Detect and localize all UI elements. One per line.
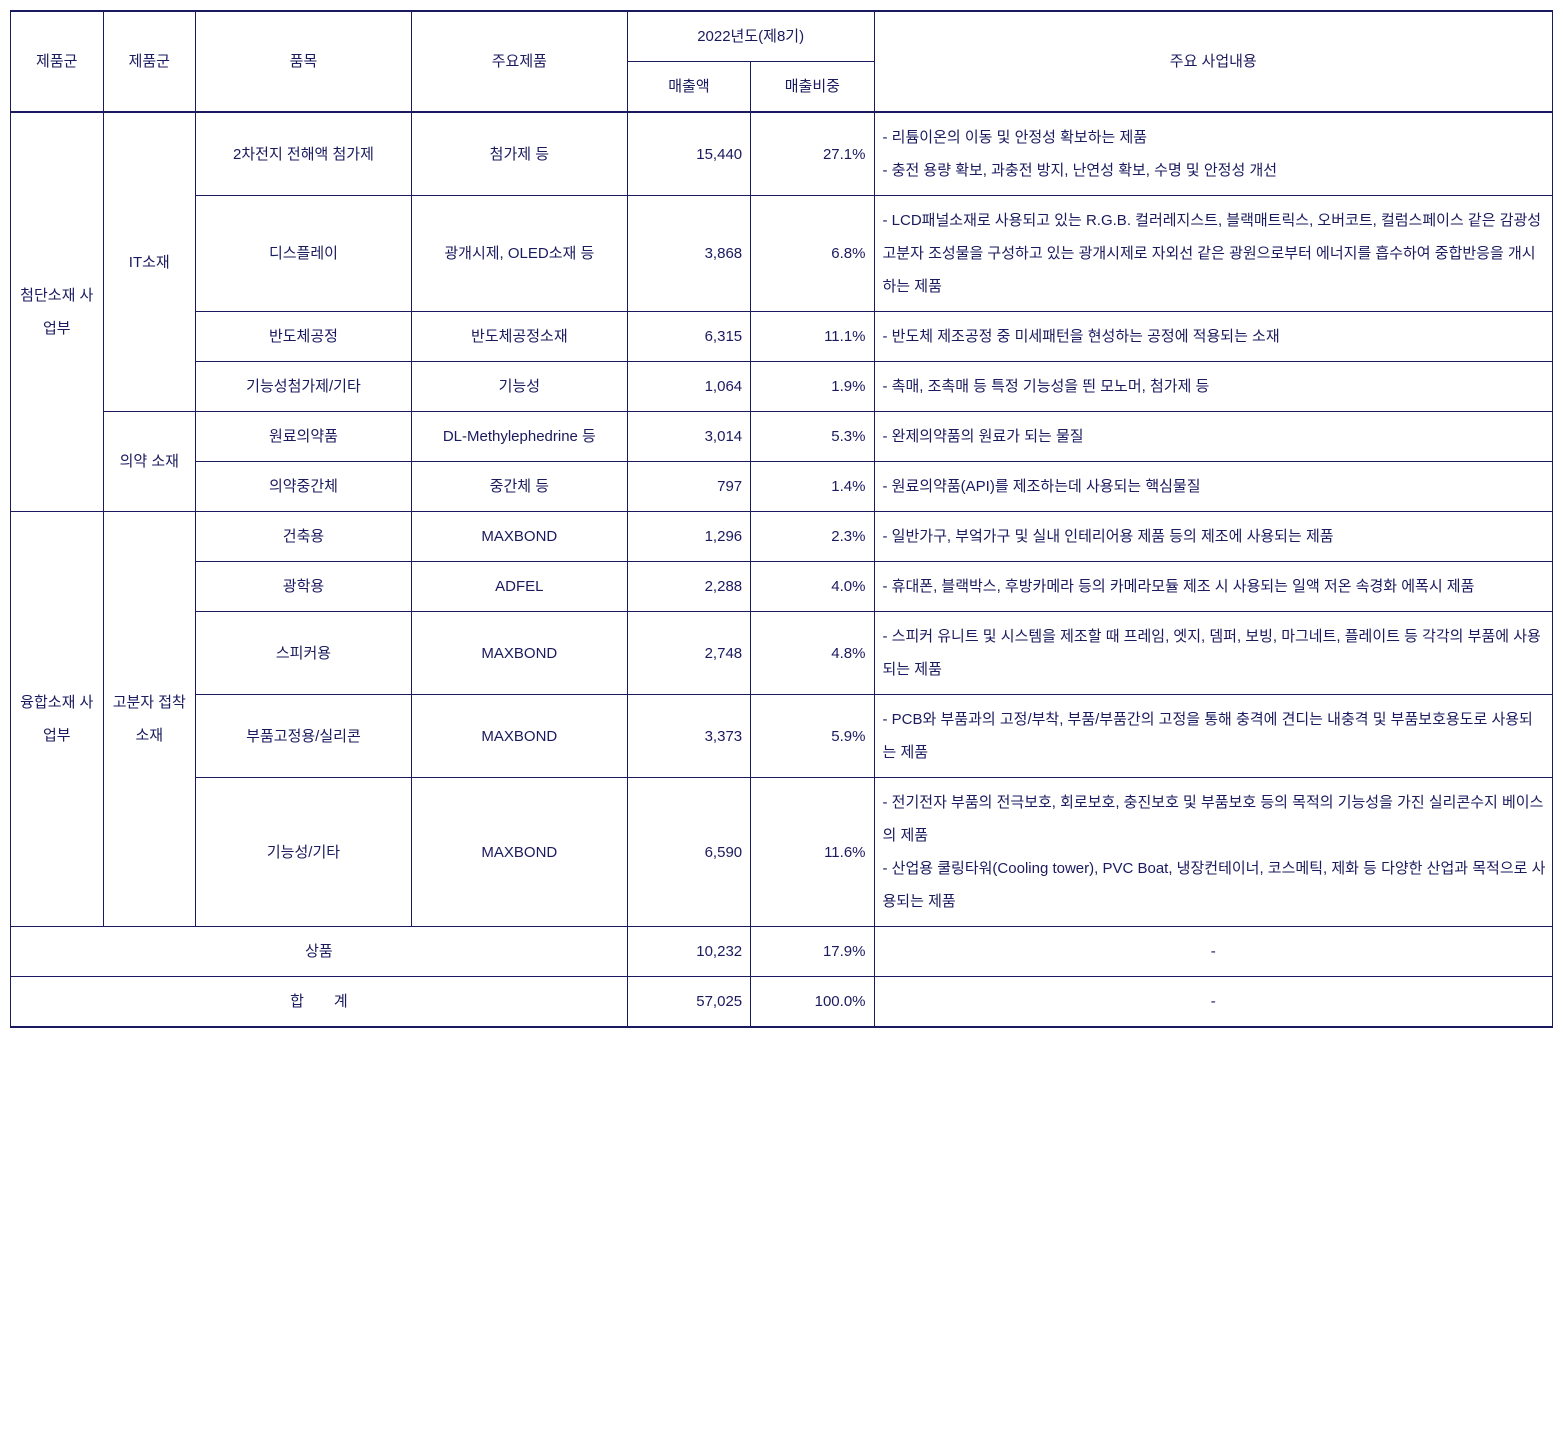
cell-desc: - 완제의약품의 원료가 되는 물질 xyxy=(874,412,1553,462)
cell-desc: - 일반가구, 부엌가구 및 실내 인테리어용 제품 등의 제조에 사용되는 제… xyxy=(874,512,1553,562)
summary-total-ratio: 100.0% xyxy=(751,977,874,1028)
cell-item: 스피커용 xyxy=(196,612,412,695)
summary-total-desc: - xyxy=(874,977,1553,1028)
header-ratio: 매출비중 xyxy=(751,62,874,113)
cell-desc: - 전기전자 부품의 전극보호, 회로보호, 충진보호 및 부품보호 등의 목적… xyxy=(874,778,1553,927)
header-row-1: 제품군 제품군 품목 주요제품 2022년도(제8기) 주요 사업내용 xyxy=(11,11,1553,62)
cell-ratio: 27.1% xyxy=(751,112,874,196)
cell-ratio: 2.3% xyxy=(751,512,874,562)
table-row: 기능성첨가제/기타 기능성 1,064 1.9% - 촉매, 조촉매 등 특정 … xyxy=(11,362,1553,412)
cell-item: 반도체공정 xyxy=(196,312,412,362)
table-row: 스피커용 MAXBOND 2,748 4.8% - 스피커 유니트 및 시스템을… xyxy=(11,612,1553,695)
cell-product: MAXBOND xyxy=(411,695,627,778)
header-group2: 제품군 xyxy=(103,11,196,112)
cell-product: 기능성 xyxy=(411,362,627,412)
cell-ratio: 5.9% xyxy=(751,695,874,778)
cell-desc: - 리튬이온의 이동 및 안정성 확보하는 제품- 충전 용량 확보, 과충전 … xyxy=(874,112,1553,196)
cell-desc: - 휴대폰, 블랙박스, 후방카메라 등의 카메라모듈 제조 시 사용되는 일액… xyxy=(874,562,1553,612)
cell-amount: 15,440 xyxy=(627,112,750,196)
cell-desc: - LCD패널소재로 사용되고 있는 R.G.B. 컬러레지스트, 블랙매트릭스… xyxy=(874,196,1553,312)
cell-product: ADFEL xyxy=(411,562,627,612)
cell-item: 원료의약품 xyxy=(196,412,412,462)
cell-item: 디스플레이 xyxy=(196,196,412,312)
cell-product: MAXBOND xyxy=(411,778,627,927)
cell-product: 광개시제, OLED소재 등 xyxy=(411,196,627,312)
cell-product: 첨가제 등 xyxy=(411,112,627,196)
cell-group2: IT소재 xyxy=(103,112,196,412)
summary-goods-row: 상품 10,232 17.9% - xyxy=(11,927,1553,977)
cell-ratio: 5.3% xyxy=(751,412,874,462)
summary-goods-ratio: 17.9% xyxy=(751,927,874,977)
cell-amount: 3,373 xyxy=(627,695,750,778)
summary-goods-label: 상품 xyxy=(11,927,628,977)
table-row: 의약 소재 원료의약품 DL-Methylephedrine 등 3,014 5… xyxy=(11,412,1553,462)
cell-desc: - 스피커 유니트 및 시스템을 제조할 때 프레임, 엣지, 뎀퍼, 보빙, … xyxy=(874,612,1553,695)
cell-amount: 6,590 xyxy=(627,778,750,927)
cell-amount: 6,315 xyxy=(627,312,750,362)
cell-group2: 의약 소재 xyxy=(103,412,196,512)
cell-ratio: 4.0% xyxy=(751,562,874,612)
cell-desc: - PCB와 부품과의 고정/부착, 부품/부품간의 고정을 통해 충격에 견디… xyxy=(874,695,1553,778)
cell-amount: 3,868 xyxy=(627,196,750,312)
cell-product: MAXBOND xyxy=(411,612,627,695)
cell-amount: 3,014 xyxy=(627,412,750,462)
header-product: 주요제품 xyxy=(411,11,627,112)
cell-ratio: 6.8% xyxy=(751,196,874,312)
table-row: 기능성/기타 MAXBOND 6,590 11.6% - 전기전자 부품의 전극… xyxy=(11,778,1553,927)
table-row: 반도체공정 반도체공정소재 6,315 11.1% - 반도체 제조공정 중 미… xyxy=(11,312,1553,362)
cell-item: 의약중간체 xyxy=(196,462,412,512)
cell-ratio: 11.1% xyxy=(751,312,874,362)
summary-goods-desc: - xyxy=(874,927,1553,977)
header-year-group: 2022년도(제8기) xyxy=(627,11,874,62)
cell-amount: 797 xyxy=(627,462,750,512)
cell-item: 건축용 xyxy=(196,512,412,562)
cell-group1: 첨단소재 사업부 xyxy=(11,112,104,512)
cell-item: 광학용 xyxy=(196,562,412,612)
cell-product: DL-Methylephedrine 등 xyxy=(411,412,627,462)
cell-item: 부품고정용/실리콘 xyxy=(196,695,412,778)
header-item: 품목 xyxy=(196,11,412,112)
summary-total-row: 합 계 57,025 100.0% - xyxy=(11,977,1553,1028)
cell-ratio: 11.6% xyxy=(751,778,874,927)
header-group1: 제품군 xyxy=(11,11,104,112)
cell-group1: 융합소재 사업부 xyxy=(11,512,104,927)
cell-desc: - 반도체 제조공정 중 미세패턴을 현성하는 공정에 적용되는 소재 xyxy=(874,312,1553,362)
header-desc: 주요 사업내용 xyxy=(874,11,1553,112)
cell-amount: 2,748 xyxy=(627,612,750,695)
summary-total-amount: 57,025 xyxy=(627,977,750,1028)
cell-product: 중간체 등 xyxy=(411,462,627,512)
cell-ratio: 4.8% xyxy=(751,612,874,695)
table-row: 디스플레이 광개시제, OLED소재 등 3,868 6.8% - LCD패널소… xyxy=(11,196,1553,312)
cell-product: 반도체공정소재 xyxy=(411,312,627,362)
cell-ratio: 1.9% xyxy=(751,362,874,412)
cell-group2: 고분자 접착 소재 xyxy=(103,512,196,927)
cell-desc: - 촉매, 조촉매 등 특정 기능성을 띈 모노머, 첨가제 등 xyxy=(874,362,1553,412)
table-row: 부품고정용/실리콘 MAXBOND 3,373 5.9% - PCB와 부품과의… xyxy=(11,695,1553,778)
cell-product: MAXBOND xyxy=(411,512,627,562)
cell-item: 기능성/기타 xyxy=(196,778,412,927)
table-row: 융합소재 사업부 고분자 접착 소재 건축용 MAXBOND 1,296 2.3… xyxy=(11,512,1553,562)
header-amount: 매출액 xyxy=(627,62,750,113)
cell-amount: 2,288 xyxy=(627,562,750,612)
summary-total-label: 합 계 xyxy=(11,977,628,1028)
cell-amount: 1,064 xyxy=(627,362,750,412)
cell-ratio: 1.4% xyxy=(751,462,874,512)
summary-goods-amount: 10,232 xyxy=(627,927,750,977)
cell-amount: 1,296 xyxy=(627,512,750,562)
business-table: 제품군 제품군 품목 주요제품 2022년도(제8기) 주요 사업내용 매출액 … xyxy=(10,10,1553,1028)
table-row: 첨단소재 사업부 IT소재 2차전지 전해액 첨가제 첨가제 등 15,440 … xyxy=(11,112,1553,196)
table-row: 의약중간체 중간체 등 797 1.4% - 원료의약품(API)를 제조하는데… xyxy=(11,462,1553,512)
cell-desc: - 원료의약품(API)를 제조하는데 사용되는 핵심물질 xyxy=(874,462,1553,512)
cell-item: 2차전지 전해액 첨가제 xyxy=(196,112,412,196)
table-row: 광학용 ADFEL 2,288 4.0% - 휴대폰, 블랙박스, 후방카메라 … xyxy=(11,562,1553,612)
cell-item: 기능성첨가제/기타 xyxy=(196,362,412,412)
